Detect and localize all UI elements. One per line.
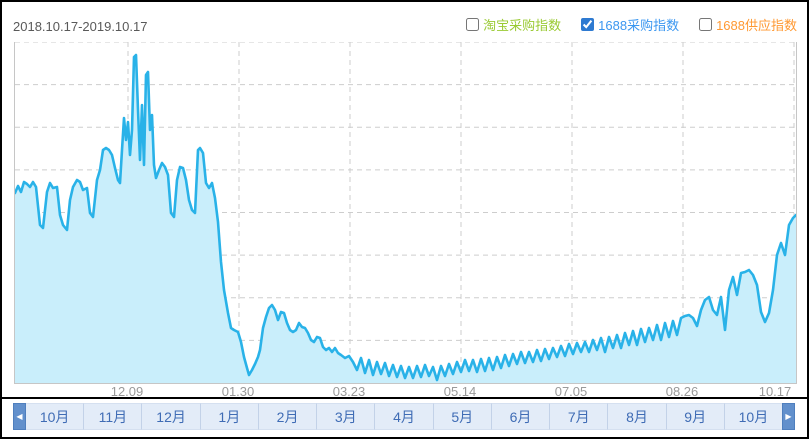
month-cell[interactable]: 12月 [142, 403, 201, 430]
legend-item[interactable]: 淘宝采购指数 [466, 15, 561, 34]
legend-checkbox[interactable] [581, 18, 595, 31]
legend: 淘宝采购指数 1688采购指数 1688供应指数 [466, 15, 797, 34]
date-range-label: 2018.10.17-2019.10.17 [13, 19, 148, 34]
index-area-chart [15, 42, 796, 383]
month-cell[interactable]: 5月 [433, 403, 492, 430]
x-axis-tick-label: 05.14 [443, 384, 477, 399]
month-cell[interactable]: 7月 [550, 403, 609, 430]
legend-item[interactable]: 1688供应指数 [699, 15, 797, 34]
legend-item[interactable]: 1688采购指数 [581, 15, 679, 34]
month-cell[interactable]: 10月 [724, 403, 783, 430]
section-divider [0, 397, 809, 399]
x-axis-tick-label: 10.17 [758, 384, 792, 399]
legend-checkbox[interactable] [699, 18, 713, 31]
month-cell[interactable]: 2月 [258, 403, 318, 430]
month-cell[interactable]: 8月 [608, 403, 667, 430]
month-navigation-bar: ◀ 10月 11月 12月 1月 2月 3月 4月 5月 6月 7月 8月 9月… [13, 403, 795, 430]
month-cell[interactable]: 9月 [666, 403, 725, 430]
month-cell[interactable]: 11月 [84, 403, 143, 430]
legend-checkbox[interactable] [466, 18, 480, 31]
x-axis-tick-label: 12.09 [110, 384, 144, 399]
x-axis-tick-label: 01.30 [221, 384, 255, 399]
legend-item-label: 淘宝采购指数 [483, 18, 562, 33]
legend-item-label: 1688供应指数 [716, 18, 797, 33]
month-cell[interactable]: 3月 [317, 403, 376, 430]
month-cell[interactable]: 6月 [491, 403, 551, 430]
legend-item-label: 1688采购指数 [598, 18, 680, 33]
month-cells: 10月 11月 12月 1月 2月 3月 4月 5月 6月 7月 8月 9月 1… [26, 403, 783, 430]
prev-month-button[interactable]: ◀ [13, 403, 26, 430]
next-month-button[interactable]: ▶ [782, 403, 795, 430]
month-cell[interactable]: 1月 [200, 403, 259, 430]
month-cell[interactable]: 4月 [375, 403, 434, 430]
x-axis-tick-label: 03.23 [332, 384, 366, 399]
month-cell[interactable]: 10月 [26, 403, 85, 430]
x-axis-tick-label: 07.05 [554, 384, 588, 399]
x-axis-tick-label: 08.26 [665, 384, 699, 399]
plot-area [14, 42, 797, 384]
